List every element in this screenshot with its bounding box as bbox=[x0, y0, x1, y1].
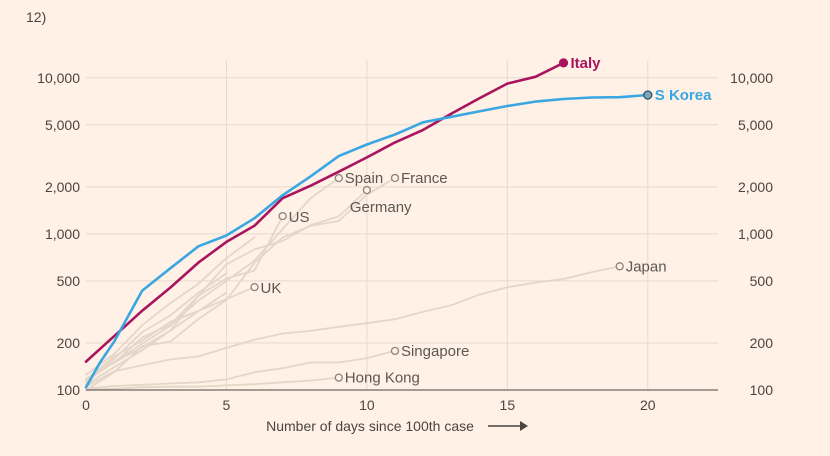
x-tick-label: 10 bbox=[359, 397, 375, 413]
y-tick-label-left: 100 bbox=[57, 382, 81, 398]
y-tick-label-left: 10,000 bbox=[37, 70, 80, 86]
background-series-layer bbox=[85, 177, 621, 391]
series-label-hong-kong: Hong Kong bbox=[345, 370, 420, 387]
x-tick-label: 20 bbox=[640, 397, 656, 413]
arrow-right-icon bbox=[488, 421, 528, 431]
series-line-unlabelled-10 bbox=[85, 272, 228, 384]
annotation-layer: Italy S Korea Spain France Germany US UK Japan S… bbox=[250, 55, 712, 387]
x-axis-label: Number of days since 100th case bbox=[266, 418, 474, 434]
series-line-germany bbox=[85, 189, 368, 381]
series-line-singapore bbox=[85, 349, 396, 390]
series-line-unlabelled-12 bbox=[85, 236, 256, 376]
end-marker-uk bbox=[250, 282, 259, 292]
y-tick-label-right: 200 bbox=[750, 335, 774, 351]
series-line-hong-kong bbox=[85, 376, 340, 391]
series-label-us: US bbox=[289, 209, 310, 226]
end-marker-germany bbox=[362, 185, 372, 195]
grid-layer bbox=[86, 60, 718, 390]
series-line-us bbox=[85, 215, 284, 380]
y-tick-label-right: 100 bbox=[750, 382, 774, 398]
y-tick-label-left: 500 bbox=[57, 273, 81, 289]
series-label-france: France bbox=[401, 170, 448, 187]
y-tick-label-left: 1,000 bbox=[45, 226, 80, 242]
series-line-s-korea bbox=[84, 93, 650, 389]
end-marker-france bbox=[390, 173, 400, 183]
end-marker-hong-kong bbox=[334, 373, 343, 382]
end-marker-italy bbox=[558, 58, 569, 68]
y-tick-label-right: 2,000 bbox=[738, 179, 773, 195]
y-tick-label-left: 2,000 bbox=[45, 179, 80, 195]
series-line-uk bbox=[85, 286, 256, 381]
y-tick-label-right: 1,000 bbox=[738, 226, 773, 242]
x-tick-label: 15 bbox=[500, 397, 516, 413]
series-line-italy bbox=[84, 61, 565, 363]
end-marker-us bbox=[278, 211, 287, 221]
series-line-france bbox=[85, 177, 396, 391]
series-label-germany: Germany bbox=[350, 199, 412, 216]
end-marker-spain bbox=[334, 173, 343, 183]
series-label-italy: Italy bbox=[571, 55, 602, 72]
y-tick-label-right: 500 bbox=[750, 273, 774, 289]
x-tick-label: 0 bbox=[82, 397, 90, 413]
y-tick-label-left: 200 bbox=[57, 335, 81, 351]
series-line-japan bbox=[85, 265, 621, 388]
series-line-unlabelled-11 bbox=[85, 291, 228, 386]
series-label-uk: UK bbox=[261, 280, 282, 297]
x-tick-label: 5 bbox=[223, 397, 231, 413]
y-tick-label-left: 5,000 bbox=[45, 117, 80, 133]
series-label-spain: Spain bbox=[345, 170, 383, 187]
series-label-japan: Japan bbox=[626, 258, 667, 275]
series-label-s-korea: S Korea bbox=[655, 87, 712, 104]
end-marker-japan bbox=[615, 262, 624, 271]
end-marker-s-korea bbox=[643, 90, 653, 100]
series-line-spain bbox=[85, 177, 340, 383]
highlight-series-layer bbox=[84, 61, 650, 389]
y-tick-label-right: 10,000 bbox=[730, 70, 773, 86]
header-fragment: 12) bbox=[26, 9, 46, 25]
end-marker-singapore bbox=[390, 346, 400, 356]
series-label-singapore: Singapore bbox=[401, 343, 469, 360]
y-tick-label-right: 5,000 bbox=[738, 117, 773, 133]
